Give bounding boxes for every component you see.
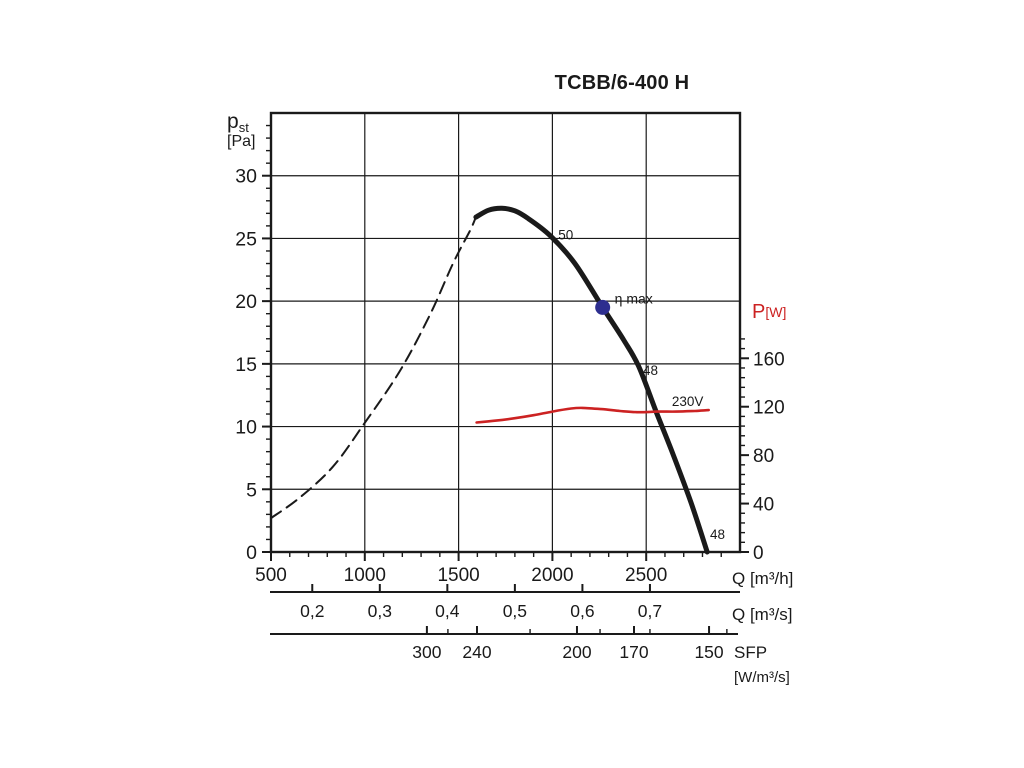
m3s-tick-label: 0,7 bbox=[638, 601, 662, 621]
right-tick-label: 40 bbox=[753, 495, 774, 516]
fan-curve-solid bbox=[473, 205, 710, 555]
sfp-tick-label: 150 bbox=[694, 642, 723, 662]
eta-max-point-label: η max bbox=[615, 290, 653, 306]
sfp-axis-unit: [W/m³/s] bbox=[734, 669, 790, 686]
annotation-48: 48 bbox=[710, 527, 725, 542]
m3s-tick-label: 0,5 bbox=[503, 601, 527, 621]
m3s-tick-label: 0,4 bbox=[435, 601, 460, 621]
sfp-tick-label: 240 bbox=[462, 642, 491, 662]
bottom-tick-label: 500 bbox=[255, 565, 287, 586]
annotation-48: 48 bbox=[643, 363, 658, 378]
fan-curve-unstable-dashed bbox=[270, 216, 477, 520]
right-tick-label: 120 bbox=[753, 398, 785, 419]
right-tick-label: 160 bbox=[753, 349, 785, 370]
chart-gridlines bbox=[271, 113, 740, 552]
axis-ticks-and-labels: 0 5 10 15 20 25 30 500 1000 1500 2000 2500 0 40 80 120 1… bbox=[235, 124, 785, 586]
right-axis-title: P[W] bbox=[752, 301, 786, 323]
power-230v bbox=[475, 406, 710, 424]
data-curves bbox=[270, 205, 710, 555]
right-tick-label: 80 bbox=[753, 446, 774, 467]
bottom-tick-label: 2000 bbox=[531, 565, 573, 586]
left-tick-label: 30 bbox=[235, 166, 257, 188]
bottom-tick-label: 2500 bbox=[625, 565, 667, 586]
power-symbol: P bbox=[752, 301, 765, 323]
sfp-tick-label: 200 bbox=[562, 642, 591, 662]
m3s-tick-label: 0,3 bbox=[368, 601, 392, 621]
right-tick-label: 0 bbox=[753, 543, 764, 564]
left-tick-label: 5 bbox=[246, 479, 257, 501]
pst-subscript: st bbox=[239, 120, 250, 135]
left-axis-unit: [Pa] bbox=[227, 133, 255, 150]
eta-max-point bbox=[595, 299, 611, 315]
flow-axis-title-m3s: Q [m³/s] bbox=[732, 605, 792, 624]
secondary-axes: 0,2 0,3 0,4 0,5 0,6 0,7 300 240 200 170 150 bbox=[270, 584, 740, 662]
left-axis-title: pst bbox=[227, 110, 249, 135]
plot-border bbox=[269, 111, 742, 554]
flow-axis-title-m3h: Q [m³/h] bbox=[732, 569, 793, 588]
annotation-50: 50 bbox=[558, 228, 573, 243]
bottom-tick-label: 1000 bbox=[344, 565, 386, 586]
annotation-230V: 230V bbox=[672, 394, 704, 409]
left-tick-label: 15 bbox=[235, 354, 257, 376]
plot-frame bbox=[269, 111, 742, 554]
m3s-tick-label: 0,6 bbox=[570, 601, 594, 621]
left-tick-label: 0 bbox=[246, 542, 257, 564]
sfp-tick-label: 170 bbox=[619, 642, 648, 662]
chart-title: TCBB/6-400 H bbox=[555, 72, 690, 94]
curve-annotations: η max 50 48 48 230V bbox=[558, 228, 725, 542]
left-tick-label: 20 bbox=[235, 291, 257, 313]
left-tick-label: 10 bbox=[235, 417, 257, 439]
sfp-axis-title: SFP bbox=[734, 643, 767, 662]
bottom-tick-label: 1500 bbox=[437, 565, 479, 586]
pst-symbol: p bbox=[227, 110, 239, 133]
power-unit: [W] bbox=[765, 304, 786, 320]
left-tick-label: 25 bbox=[235, 228, 257, 250]
m3s-tick-label: 0,2 bbox=[300, 601, 324, 621]
sfp-tick-label: 300 bbox=[412, 642, 441, 662]
